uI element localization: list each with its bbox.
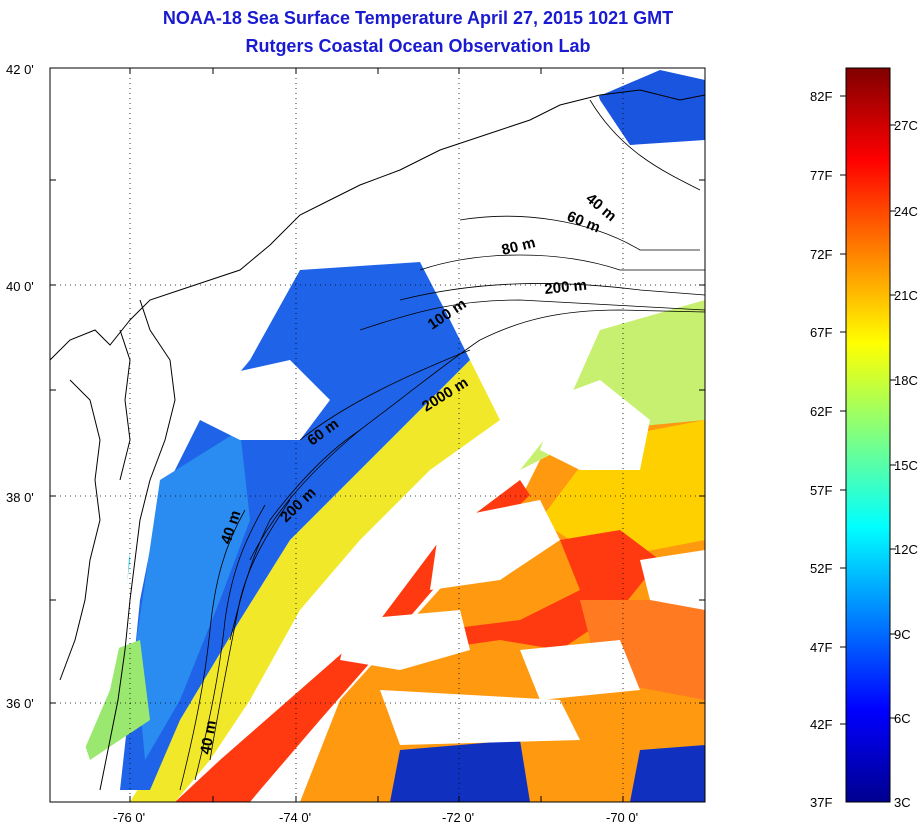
colorbar-f-77: 77F: [810, 168, 833, 183]
lon-label-76: -76 0': [113, 810, 146, 825]
colorbar-f-62: 62F: [810, 404, 833, 419]
contour-label-40m-south: 40 m: [197, 719, 220, 756]
colorbar-c-24: 24C: [894, 204, 918, 219]
lat-label-40: 40 0': [6, 279, 34, 294]
colorbar-c-21: 21C: [894, 288, 918, 303]
colorbar-c-12: 12C: [894, 542, 918, 557]
lat-label-36: 36 0': [6, 696, 34, 711]
colorbar-c-3: 3C: [894, 795, 911, 810]
colorbar-c-15: 15C: [894, 458, 918, 473]
lat-label-38: 38 0': [6, 490, 34, 505]
contour-label-200m-north: 200 m: [544, 277, 588, 298]
colorbar-f-57: 57F: [810, 483, 833, 498]
colorbar-c-9: 9C: [894, 627, 911, 642]
colorbar-f-67: 67F: [810, 325, 833, 340]
colorbar-f-72: 72F: [810, 247, 833, 262]
colorbar-c-27: 27C: [894, 118, 918, 133]
colorbar-c-18: 18C: [894, 373, 918, 388]
lat-label-42: 42 0': [6, 62, 34, 77]
colorbar-f-37: 37F: [810, 795, 833, 810]
colorbar-f-82: 82F: [810, 89, 833, 104]
lon-label-74: -74 0': [279, 810, 312, 825]
map-title: NOAA-18 Sea Surface Temperature April 27…: [162, 8, 674, 28]
lon-label-72: -72 0': [442, 810, 475, 825]
colorbar-c-6: 6C: [894, 711, 911, 726]
sst-field: [50, 68, 705, 802]
colorbar: [845, 67, 891, 803]
colorbar-f-52: 52F: [810, 561, 833, 576]
colorbar-f-42: 42F: [810, 717, 833, 732]
map-subtitle: Rutgers Coastal Ocean Observation Lab: [245, 36, 591, 56]
graticule: [50, 68, 705, 802]
map-ticks: [50, 67, 705, 802]
colorbar-ticks: [840, 95, 896, 725]
colorbar-f-47: 47F: [810, 640, 833, 655]
lon-label-70: -70 0': [606, 810, 639, 825]
